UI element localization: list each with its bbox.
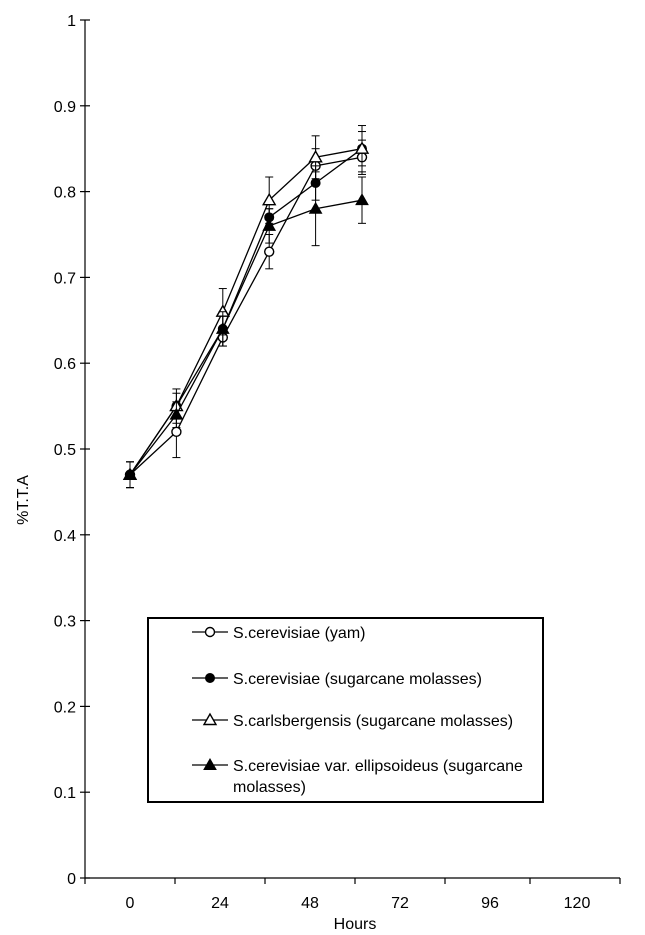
data-point [202, 712, 218, 726]
y-tick-label: 0.2 [54, 699, 76, 716]
legend: S.cerevisiae (yam) S.cerevisiae (sugarcan… [147, 617, 544, 803]
x-axis: 0 24 48 72 96 120 Hours [84, 877, 621, 933]
data-point [204, 626, 216, 638]
x-axis-title: Hours [334, 916, 377, 933]
y-tick-label: 0.7 [54, 270, 76, 287]
legend-label: S.carlsbergensis (sugarcane molasses) [233, 713, 513, 730]
legend-item: S.cerevisiae var. ellipsoideus (sugarcan… [192, 757, 523, 796]
data-point [354, 141, 370, 154]
legend-item: S.cerevisiae (sugarcane molasses) [192, 671, 482, 688]
y-tick-label: 0.9 [54, 99, 76, 116]
series-line [129, 148, 363, 476]
series-line [129, 148, 363, 476]
data-point [169, 407, 184, 420]
x-tick-label: 96 [481, 895, 499, 912]
legend-box [147, 617, 544, 803]
y-tick-label: 0.1 [54, 785, 76, 802]
y-axis: 0 0.1 0.2 0.3 0.4 0.5 0.6 0.7 0.8 0.9 1 %T.T.A [15, 13, 90, 888]
legend-item: S.cerevisiae (yam) [192, 625, 365, 642]
data-point [171, 426, 182, 438]
data-point [264, 246, 275, 257]
series-1 [124, 139, 368, 489]
y-tick-label: 0 [67, 871, 76, 888]
x-tick-label: 24 [211, 895, 229, 912]
y-tick-label: 0.6 [54, 356, 76, 373]
data-point [355, 193, 369, 206]
series-line [129, 156, 363, 476]
x-tick-label: 48 [301, 895, 319, 912]
data-point [203, 757, 217, 770]
data-point [215, 321, 230, 334]
series-4 [123, 171, 369, 489]
x-tick-label: 72 [391, 895, 409, 912]
y-tick-label: 0.3 [54, 614, 76, 631]
series-line [129, 199, 363, 476]
data-point [308, 149, 323, 163]
legend-label: S.cerevisiae (yam) [233, 625, 365, 642]
data-point [123, 467, 137, 480]
legend-label: S.cerevisiae var. ellipsoideus (sugarcan… [233, 758, 523, 796]
x-tick-label: 120 [564, 895, 591, 912]
y-axis-ticks: 0 0.1 0.2 0.3 0.4 0.5 0.6 0.7 0.8 0.9 1 [54, 13, 90, 888]
legend-item: S.carlsbergensis (sugarcane molasses) [192, 712, 513, 730]
y-tick-label: 0.8 [54, 185, 76, 202]
data-point [205, 673, 215, 683]
data-point [308, 201, 323, 214]
x-axis-ticks: 0 24 48 72 96 120 [84, 878, 621, 912]
series-3 [122, 125, 370, 489]
y-tick-label: 0.5 [54, 442, 76, 459]
y-tick-label: 0.4 [54, 528, 76, 545]
x-tick-label: 0 [126, 895, 135, 912]
data-point [262, 218, 277, 231]
y-tick-label: 1 [67, 13, 76, 30]
legend-label: S.cerevisiae (sugarcane molasses) [233, 671, 482, 688]
data-point [261, 192, 277, 206]
plot-area [122, 125, 370, 489]
y-axis-title: %T.T.A [15, 475, 32, 525]
